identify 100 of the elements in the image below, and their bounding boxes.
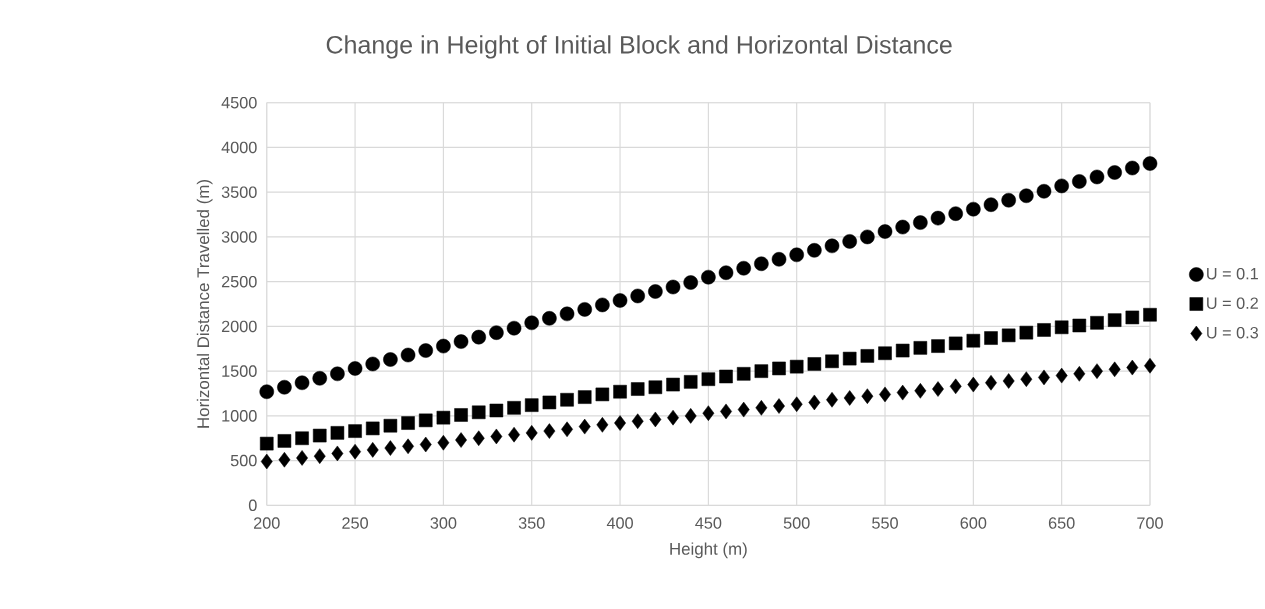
point (1072, 318, 1087, 333)
point (1125, 160, 1140, 176)
x-tick-label: 700 (1137, 517, 1163, 529)
point (808, 394, 821, 411)
point (1090, 315, 1104, 330)
point (278, 451, 291, 468)
point (1036, 183, 1052, 199)
point (330, 366, 345, 381)
point (612, 293, 628, 308)
point (455, 432, 467, 448)
point (913, 215, 928, 230)
point (895, 343, 910, 358)
chart-title: Change in Height of Initial Block and Horizontal Distance (326, 35, 952, 59)
point (931, 339, 945, 353)
point (789, 359, 804, 374)
point (879, 386, 891, 403)
point (347, 361, 363, 376)
point (1107, 165, 1122, 180)
point (1091, 363, 1103, 379)
point (630, 288, 645, 304)
point (631, 413, 644, 429)
y-tick-label: 500 (230, 454, 257, 467)
point (949, 378, 962, 395)
point (402, 438, 414, 454)
point (595, 387, 610, 402)
point (754, 364, 769, 378)
x-tick-label: 350 (518, 517, 545, 529)
point (349, 443, 361, 460)
point (630, 382, 645, 396)
point (401, 416, 415, 430)
point (1089, 169, 1105, 185)
point (295, 431, 309, 445)
point (683, 375, 698, 389)
x-tick-label: 200 (254, 517, 280, 529)
point (525, 425, 538, 441)
y-tick-label: 2500 (221, 275, 257, 288)
point (930, 210, 946, 226)
point (1073, 365, 1086, 382)
point (807, 243, 822, 258)
point (932, 381, 944, 397)
point (1108, 361, 1121, 378)
point (471, 329, 486, 345)
point (948, 336, 963, 351)
legend-label: U = 0.2 (1207, 297, 1258, 309)
point (312, 428, 327, 443)
point (508, 426, 520, 443)
point (365, 356, 380, 372)
point (842, 234, 857, 249)
point (613, 384, 627, 399)
point (436, 338, 451, 354)
point (1019, 325, 1034, 340)
point (453, 334, 469, 349)
point (1072, 174, 1087, 189)
point (490, 428, 503, 445)
point (348, 424, 362, 438)
point (842, 351, 857, 366)
point (436, 410, 451, 425)
y-tick-label: 3500 (221, 186, 257, 198)
point (967, 376, 980, 393)
point (1143, 307, 1157, 322)
x-axis-title: Height (m) (670, 542, 747, 559)
point (667, 409, 679, 426)
point (860, 229, 875, 245)
point (1019, 188, 1034, 203)
point (771, 251, 787, 267)
point (895, 219, 910, 235)
point (259, 384, 275, 399)
point (418, 343, 433, 358)
point (648, 284, 663, 299)
point (524, 398, 539, 412)
point (330, 426, 345, 440)
point (507, 400, 521, 415)
x-tick-label: 550 (872, 517, 898, 529)
x-tick-label: 300 (430, 517, 457, 529)
point (260, 453, 273, 470)
point (542, 395, 557, 410)
point (701, 269, 716, 285)
point (296, 450, 308, 466)
point (719, 369, 733, 384)
point (755, 399, 768, 416)
point (1054, 320, 1069, 334)
x-tick-label: 450 (695, 517, 722, 529)
point (807, 357, 822, 371)
point (736, 366, 751, 381)
y-tick-label: 0 (248, 499, 257, 512)
point (560, 392, 574, 407)
point (843, 390, 856, 406)
point (878, 346, 892, 360)
point (294, 375, 310, 390)
point (737, 401, 750, 418)
point (772, 361, 786, 376)
point (577, 390, 592, 404)
point (543, 423, 556, 439)
point (1142, 156, 1158, 171)
point (702, 405, 715, 421)
point (277, 434, 292, 448)
point (312, 370, 327, 386)
x-tick-label: 400 (606, 517, 633, 529)
point (665, 279, 681, 295)
point (524, 315, 539, 330)
